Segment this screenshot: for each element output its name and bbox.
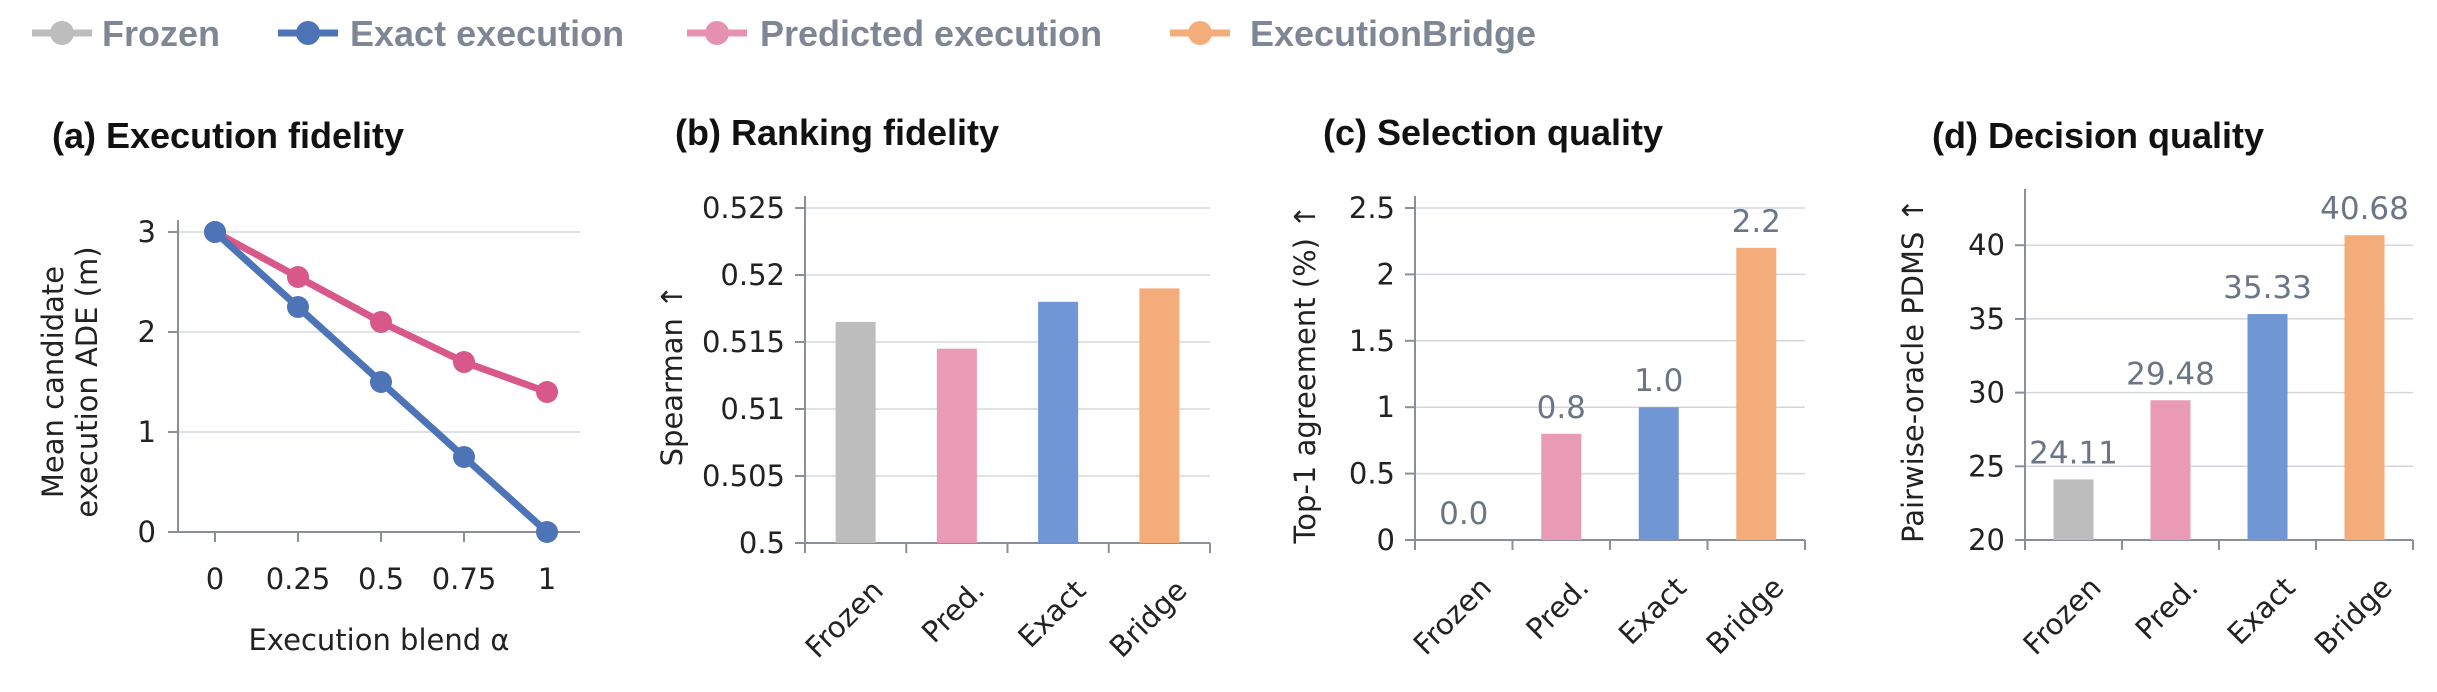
x-tick-label-b: Exact [1011,573,1092,654]
legend: Frozen Exact execution Predicted executi… [32,13,1536,54]
panel-title-d: (d) Decision quality [1932,115,2264,156]
data-label-d: 40.68 [2320,191,2409,227]
x-tick-label-b: Frozen [799,573,890,664]
data-label-d: 35.33 [2223,270,2312,306]
y-tick-label-b: 0.525 [702,191,785,225]
panel-a-line-chart: 0 1 2 3 0 0.25 0.5 0.75 1 Execution blend α Mean c… [36,215,580,657]
data-label-c: 2.2 [1732,204,1781,240]
x-tick-label-d: Frozen [2016,570,2107,661]
series-point-exact-execution [287,296,309,318]
bar-exact [2247,314,2288,540]
bar-bridge [1139,288,1180,543]
x-tick-label-c: Pred. [1519,570,1595,646]
x-tick-label-c: Frozen [1407,570,1498,661]
series-point-predicted-execution [370,311,392,333]
data-label-c: 1.0 [1634,363,1683,399]
x-tick-label-d: Bridge [2308,570,2399,661]
series-point-exact-execution [204,221,226,243]
bar-bridge [1736,247,1777,540]
data-label-c: 0.8 [1537,390,1586,426]
y-tick-label-a: 1 [138,415,156,449]
y-tick-label-b: 0.52 [720,258,785,292]
y-tick-label-d: 30 [1968,376,2005,410]
bar-pred [2150,400,2191,540]
series-point-predicted-execution [453,351,475,373]
y-tick-label-a: 3 [138,215,156,249]
legend-item-bridge: ExecutionBridge [1170,13,1536,54]
legend-item-exact: Exact execution [278,13,624,54]
series-point-exact-execution [536,521,558,543]
y-tick-label-a: 0 [138,515,156,549]
bar-bridge [2344,235,2385,541]
legend-label-frozen: Frozen [102,13,220,54]
y-tick-label-b: 0.505 [702,459,785,493]
y-tick-label-c: 0.5 [1349,457,1395,491]
legend-label-bridge: ExecutionBridge [1250,13,1536,54]
y-axis-label-a: Mean candidateexecution ADE (m) [36,246,104,517]
bar-frozen [835,321,876,543]
data-label-c: 0.0 [1439,496,1488,532]
legend-item-frozen: Frozen [32,13,220,54]
y-tick-label-c: 2.5 [1349,191,1395,225]
y-tick-label-d: 35 [1968,302,2005,336]
x-tick-label-a: 0.5 [358,562,404,596]
x-tick-label-c: Bridge [1700,570,1791,661]
legend-item-predicted: Predicted execution [687,13,1102,54]
y-tick-label-d: 25 [1968,449,2005,483]
y-axis-label-line-a: execution ADE (m) [70,246,104,517]
bar-frozen [2053,479,2094,540]
x-tick-label-c: Exact [1612,570,1693,651]
series-point-predicted-execution [536,381,558,403]
bar-pred [936,348,977,543]
x-tick-label-a: 1 [538,562,556,596]
bar-exact [1038,301,1079,543]
bar-pred [1541,433,1582,540]
y-tick-label-c: 1 [1377,390,1395,424]
x-tick-label-a: 0.25 [266,562,331,596]
y-tick-label-b: 0.5 [739,526,785,560]
data-label-d: 24.11 [2029,435,2118,471]
x-tick-label-b: Pred. [915,573,991,649]
panel-d-bar-chart: 20 25 30 35 40 24.11 Frozen 29.48 Pred. 35.33 Exac… [1896,189,2414,661]
x-tick-label-a: 0 [206,562,224,596]
x-tick-label-b: Bridge [1103,573,1194,664]
x-axis-label-a: Execution blend α [249,623,510,657]
panel-c-bar-chart: 0 0.5 1 1.5 2 2.5 0.0 Frozen 0.8 Pred. 1.0 Exact 2.2… [1288,191,1806,661]
y-axis-label-b: Spearman ↑ [655,285,689,467]
series-point-exact-execution [370,371,392,393]
x-tick-label-a: 0.75 [432,562,497,596]
y-tick-label-c: 0 [1377,523,1395,557]
y-axis-label-c: Top-1 agreement (%) ↑ [1288,205,1322,545]
legend-label-predicted: Predicted execution [760,13,1102,54]
y-axis-label-line-a: Mean candidate [36,266,70,498]
y-tick-label-b: 0.515 [702,325,785,359]
y-tick-label-d: 40 [1968,228,2005,262]
legend-label-exact: Exact execution [350,13,624,54]
bar-exact [1638,407,1679,540]
y-tick-label-c: 2 [1377,257,1395,291]
panel-title-b: (b) Ranking fidelity [675,112,999,153]
panel-title-a: (a) Execution fidelity [52,115,404,156]
y-tick-label-c: 1.5 [1349,324,1395,358]
y-tick-label-d: 20 [1968,523,2005,557]
data-label-d: 29.48 [2126,356,2215,392]
y-tick-label-b: 0.51 [720,392,785,426]
panel-b-bar-chart: 0.5 0.505 0.51 0.515 0.52 0.525 Frozen Pred. Exa… [655,191,1211,664]
x-tick-label-d: Pred. [2129,570,2205,646]
series-point-predicted-execution [287,266,309,288]
panel-title-c: (c) Selection quality [1323,112,1663,153]
y-tick-label-a: 2 [138,315,156,349]
series-point-exact-execution [453,446,475,468]
x-tick-label-d: Exact [2221,570,2302,651]
y-axis-label-d: Pairwise-oracle PDMS ↑ [1896,198,1930,543]
